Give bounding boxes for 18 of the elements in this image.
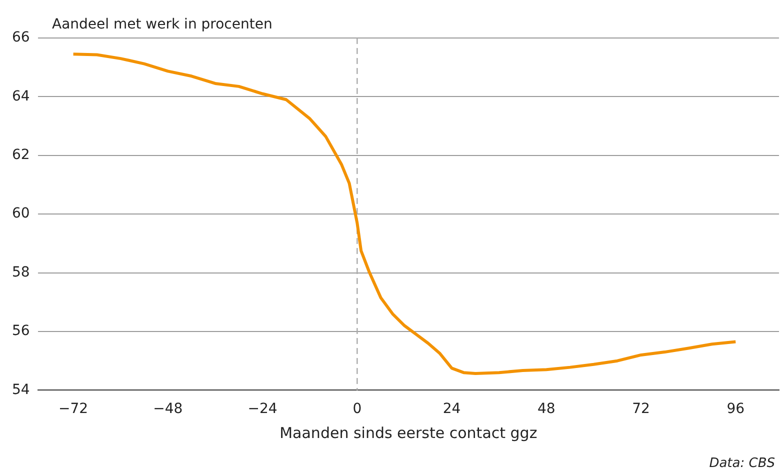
x-axis-title: Maanden sinds eerste contact ggz — [280, 424, 538, 442]
y-tick-label: 64 — [12, 88, 30, 104]
text: Data: CBS — [709, 456, 775, 471]
y-tick-label: 60 — [12, 206, 30, 222]
y-tick-label: 58 — [12, 264, 30, 280]
x-tick-label: −24 — [248, 401, 278, 418]
x-tick-label: −48 — [153, 401, 183, 418]
y-axis-title: Aandeel met werk in procenten — [52, 16, 272, 33]
y-tick-label: 54 — [12, 382, 30, 398]
x-tick-label: −72 — [58, 401, 88, 418]
x-tick-label: 24 — [442, 401, 461, 418]
x-tick-label: 96 — [726, 401, 745, 418]
y-tick-label: 66 — [12, 30, 30, 46]
x-tick-label: 48 — [537, 401, 556, 418]
y-tick-label: 56 — [12, 323, 30, 340]
y-tick-label: 62 — [12, 147, 30, 164]
x-tick-label: 72 — [632, 401, 650, 418]
x-tick-label: 0 — [352, 401, 362, 418]
